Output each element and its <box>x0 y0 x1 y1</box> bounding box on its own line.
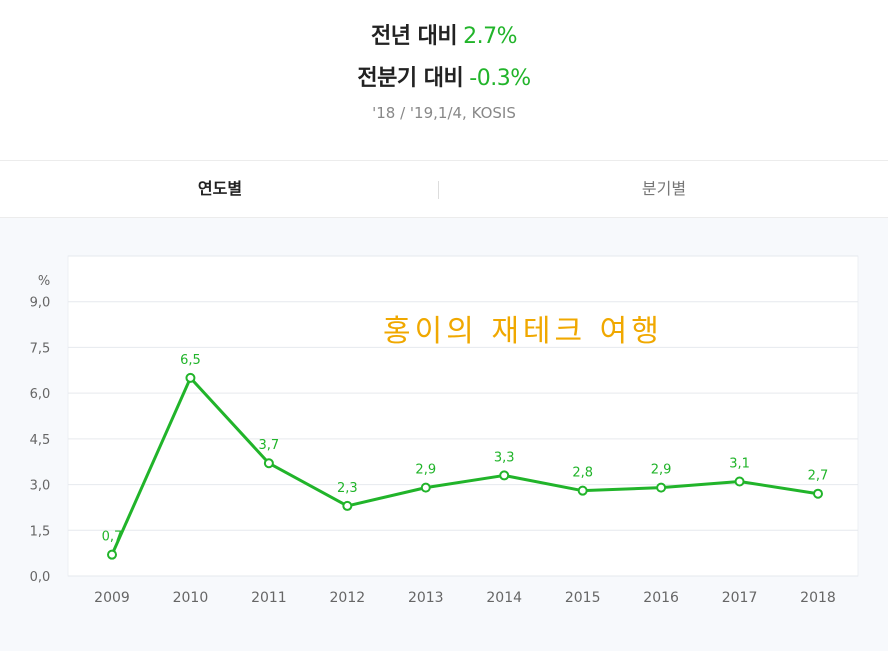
data-point <box>499 470 510 481</box>
data-label: 0,7 <box>102 530 123 545</box>
x-tick-label: 2009 <box>94 590 130 606</box>
data-point <box>107 549 117 560</box>
qoq-stat: 전분기 대비 -0.3% <box>0 60 888 92</box>
watermark-text: 홍이의 재테크 여행 <box>383 314 663 349</box>
tab-quarterly[interactable]: 분기별 <box>641 179 687 198</box>
data-source: '18 / '19,1/4, KOSIS <box>372 104 516 122</box>
data-label: 3,7 <box>259 438 280 453</box>
data-point <box>342 500 353 511</box>
y-tick-label: 4,5 <box>30 433 51 448</box>
x-tick-label: 2017 <box>722 590 758 606</box>
line-chart: % 0,0 1,5 3,0 4,5 6,0 7,5 9,0 2009 2010 2011 2012 20… <box>30 255 859 606</box>
yoy-value: 2.7% <box>463 24 518 49</box>
yoy-stat: 전년 대비 2.7% <box>0 18 888 50</box>
data-label: 3,3 <box>494 450 515 465</box>
summary-header: 전년 대비 2.7% 전분기 대비 -0.3% '18 / '19,1/4, KOS… <box>0 0 888 160</box>
data-label: 2,9 <box>415 463 436 478</box>
x-tick-label: 2013 <box>408 590 444 606</box>
data-point <box>185 372 196 383</box>
data-label: 2,9 <box>651 463 672 478</box>
tab-divider <box>438 181 439 199</box>
y-tick-label: 6,0 <box>30 387 51 402</box>
y-tick-label: 9,0 <box>30 296 51 311</box>
data-label: 2,8 <box>572 466 593 481</box>
x-tick-label: 2012 <box>330 590 366 606</box>
y-tick-label: 1,5 <box>30 524 51 539</box>
data-label: 6,5 <box>180 353 201 368</box>
x-tick-label: 2014 <box>486 590 522 606</box>
x-tick-label: 2011 <box>251 590 287 606</box>
data-label: 2,3 <box>337 481 358 496</box>
qoq-value: -0.3% <box>469 66 531 91</box>
series-line <box>110 376 819 556</box>
data-point <box>813 488 823 499</box>
x-tick-label: 2010 <box>173 590 209 606</box>
period-tabs: 연도별 분기별 <box>0 160 888 218</box>
y-axis-unit: % <box>38 274 50 289</box>
data-label: 3,1 <box>729 457 750 472</box>
data-label: 2,7 <box>808 469 829 484</box>
plot-background <box>67 255 859 577</box>
y-tick-label: 0,0 <box>30 570 51 585</box>
data-point <box>577 485 588 496</box>
x-tick-label: 2018 <box>800 590 836 606</box>
yoy-label: 전년 대비 <box>370 24 458 49</box>
data-point <box>420 482 431 493</box>
data-point <box>656 482 667 493</box>
qoq-label: 전분기 대비 <box>357 66 464 91</box>
y-tick-label: 7,5 <box>30 341 51 356</box>
data-point <box>734 476 745 487</box>
chart-area: % 0,0 1,5 3,0 4,5 6,0 7,5 9,0 2009 2010 2011 2012 20… <box>0 218 888 651</box>
tab-yearly[interactable]: 연도별 <box>197 179 243 198</box>
y-tick-label: 3,0 <box>30 479 51 494</box>
data-point <box>263 458 274 469</box>
x-tick-label: 2015 <box>565 590 601 606</box>
x-tick-label: 2016 <box>643 590 679 606</box>
